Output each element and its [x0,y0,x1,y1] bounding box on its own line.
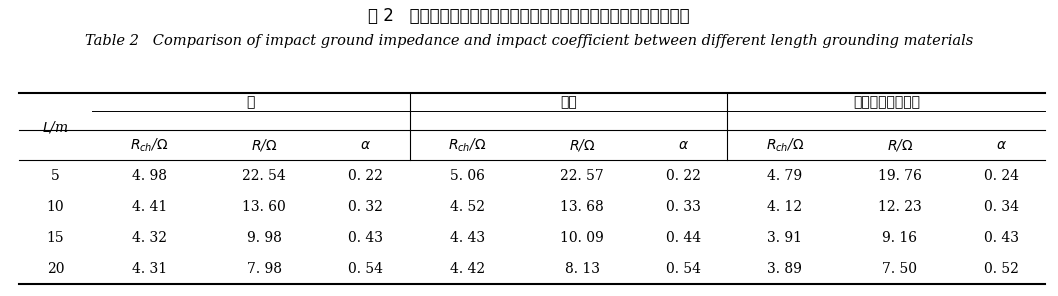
Text: 0. 54: 0. 54 [348,262,383,276]
Text: 10: 10 [47,200,65,214]
Text: $R$/$\Omega$: $R$/$\Omega$ [569,137,596,153]
Text: 4. 52: 4. 52 [450,200,485,214]
Text: 铜: 铜 [247,95,255,109]
Text: 4. 43: 4. 43 [450,231,485,244]
Text: 0. 22: 0. 22 [348,169,383,183]
Text: 9. 16: 9. 16 [882,231,917,244]
Text: 7. 50: 7. 50 [882,262,917,276]
Text: 3. 89: 3. 89 [767,262,802,276]
Text: 4. 12: 4. 12 [767,200,802,214]
Text: $\alpha$: $\alpha$ [360,138,371,152]
Text: 12. 23: 12. 23 [878,200,922,214]
Text: 7. 98: 7. 98 [247,262,281,276]
Text: 0. 44: 0. 44 [665,231,701,244]
Text: 9. 98: 9. 98 [247,231,281,244]
Text: 0. 43: 0. 43 [348,231,383,244]
Text: 20: 20 [47,262,65,276]
Text: 3. 91: 3. 91 [767,231,802,244]
Text: 0. 43: 0. 43 [984,231,1019,244]
Text: 0. 34: 0. 34 [984,200,1019,214]
Text: $R$/$\Omega$: $R$/$\Omega$ [251,137,277,153]
Text: 0. 32: 0. 32 [348,200,383,214]
Text: 4. 79: 4. 79 [767,169,802,183]
Text: 8. 13: 8. 13 [565,262,600,276]
Text: 0. 54: 0. 54 [665,262,701,276]
Text: 5: 5 [51,169,60,183]
Text: 4. 32: 4. 32 [132,231,167,244]
Text: 4. 31: 4. 31 [131,262,167,276]
Text: 5. 06: 5. 06 [450,169,485,183]
Text: 22. 54: 22. 54 [242,169,286,183]
Text: 石墨复合接地材料: 石墨复合接地材料 [853,95,919,109]
Text: 圆钢: 圆钢 [560,95,577,109]
Text: 0. 24: 0. 24 [984,169,1019,183]
Text: Table 2   Comparison of impact ground impedance and impact coefficient between d: Table 2 Comparison of impact ground impe… [85,34,973,48]
Text: $R_{ch}$/$\Omega$: $R_{ch}$/$\Omega$ [448,136,487,154]
Text: 4. 98: 4. 98 [132,169,167,183]
Text: $\alpha$: $\alpha$ [678,138,689,152]
Text: 表 2   不同长度接地材料在不同长度下的冲击接地阻抗及冲击系数对比: 表 2 不同长度接地材料在不同长度下的冲击接地阻抗及冲击系数对比 [368,7,690,25]
Text: 13. 68: 13. 68 [560,200,604,214]
Text: $R$/$\Omega$: $R$/$\Omega$ [887,137,913,153]
Text: 0. 52: 0. 52 [984,262,1019,276]
Text: 4. 41: 4. 41 [131,200,167,214]
Text: 22. 57: 22. 57 [560,169,604,183]
Text: 19. 76: 19. 76 [878,169,922,183]
Text: 10. 09: 10. 09 [560,231,604,244]
Text: 0. 33: 0. 33 [667,200,700,214]
Text: $\alpha$: $\alpha$ [996,138,1007,152]
Text: $L$/m: $L$/m [42,119,69,135]
Text: $R_{ch}$/$\Omega$: $R_{ch}$/$\Omega$ [766,136,804,154]
Text: $R_{ch}$/$\Omega$: $R_{ch}$/$\Omega$ [130,136,168,154]
Text: 4. 42: 4. 42 [450,262,485,276]
Text: 13. 60: 13. 60 [242,200,286,214]
Text: 0. 22: 0. 22 [667,169,700,183]
Text: 15: 15 [47,231,65,244]
